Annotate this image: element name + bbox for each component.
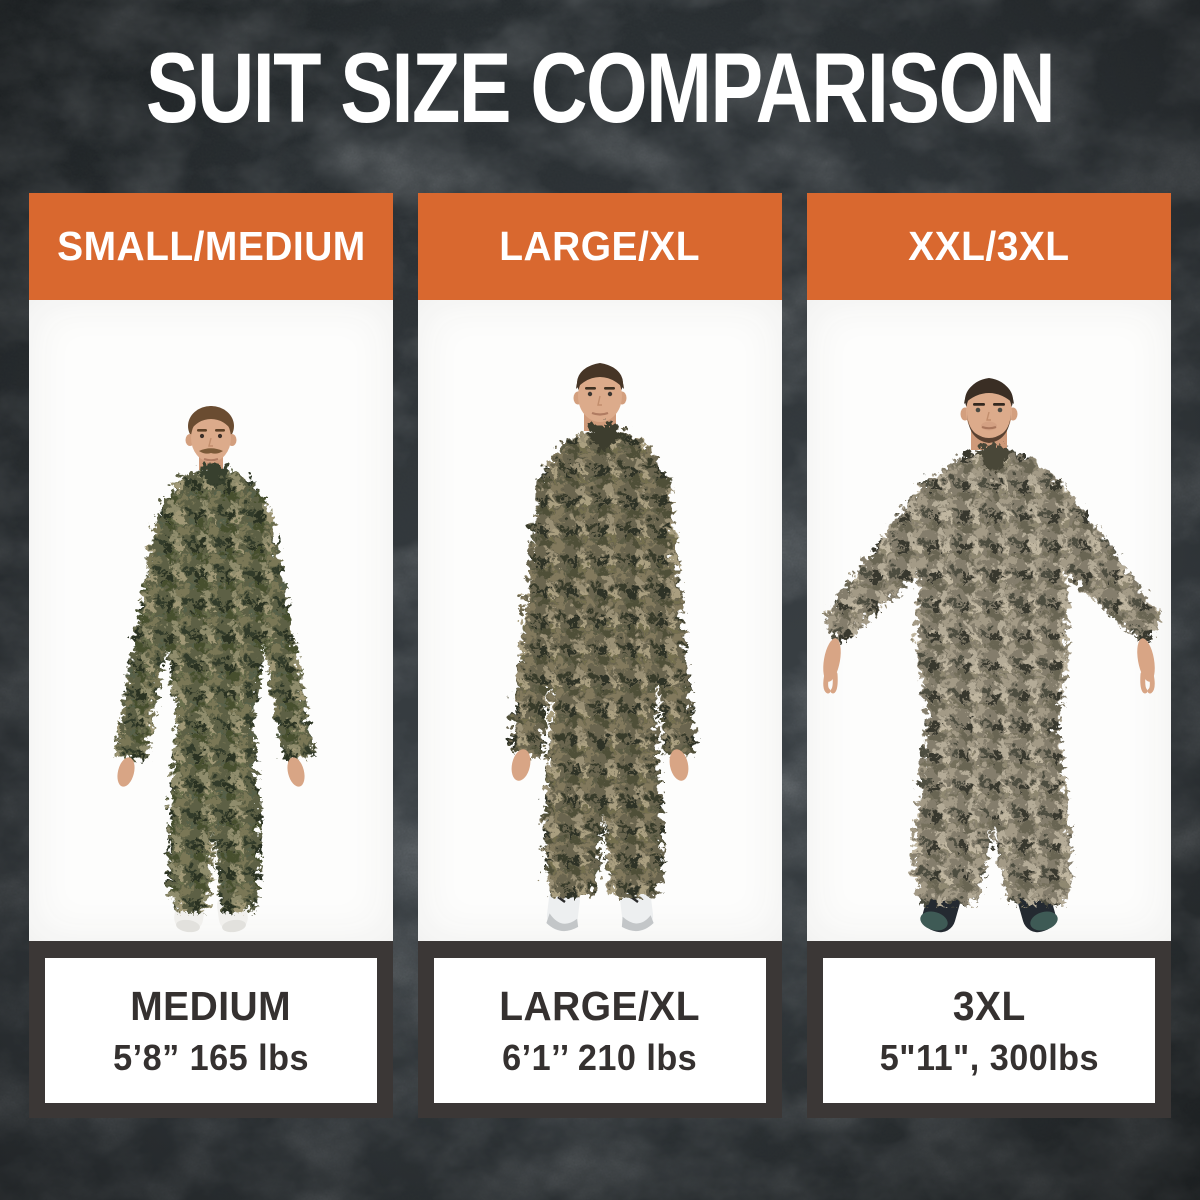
- figure-collar: [195, 460, 227, 484]
- label-frame-large-xl: LARGE/XL 6’1’’ 210 lbs: [418, 941, 782, 1118]
- column-header-label: XXL/3XL: [908, 223, 1070, 269]
- model-figure-3xl: [821, 378, 1157, 933]
- size-label: LARGE/XL: [499, 982, 701, 1029]
- figure-arm-right: [1033, 466, 1157, 638]
- figure-suit: [111, 460, 311, 908]
- figure-hands: [823, 638, 1155, 694]
- comparison-columns: SMALL/MEDIUM: [29, 193, 1171, 1118]
- figure-jacket: [162, 464, 260, 698]
- spec-label: 5"11", 300lbs: [879, 1036, 1099, 1078]
- figure-arm-left: [111, 480, 177, 757]
- figure-arm-left: [821, 466, 945, 638]
- column-header-label: LARGE/XL: [499, 223, 701, 269]
- column-xxl-3xl: XXL/3XL: [807, 193, 1171, 1118]
- model-photo-small-medium: [29, 300, 393, 941]
- model-figure-large-xl: [507, 363, 693, 932]
- size-label: 3XL: [952, 982, 1026, 1029]
- column-header-xxl-3xl: XXL/3XL: [807, 193, 1171, 300]
- figure-jacket: [535, 425, 665, 687]
- figure-head: [185, 406, 237, 470]
- figure-head: [960, 378, 1018, 450]
- label-box: LARGE/XL 6’1’’ 210 lbs: [434, 958, 766, 1103]
- label-box: 3XL 5"11", 300lbs: [823, 958, 1155, 1103]
- figure-collar: [969, 440, 1009, 468]
- label-frame-small-medium: MEDIUM 5’8” 165 lbs: [29, 941, 393, 1118]
- page-title: SUIT SIZE COMPARISON: [145, 32, 1056, 143]
- figure-socks: [546, 885, 654, 932]
- figure-suit: [507, 420, 693, 893]
- column-large-xl: LARGE/XL: [418, 193, 782, 1118]
- label-frame-xxl-3xl: 3XL 5"11", 300lbs: [807, 941, 1171, 1118]
- figure-jacket: [913, 446, 1065, 708]
- figure-pants: [910, 700, 1068, 900]
- figure-hands: [511, 749, 689, 781]
- figure-suit: [821, 440, 1157, 900]
- figure-head: [573, 363, 627, 431]
- figure-collar: [582, 420, 618, 447]
- column-header-large-xl: LARGE/XL: [418, 193, 782, 300]
- figure-arm-right: [245, 480, 311, 757]
- column-small-medium: SMALL/MEDIUM: [29, 193, 393, 1118]
- size-label: MEDIUM: [130, 982, 292, 1029]
- model-photo-large-xl: [418, 300, 782, 941]
- spec-label: 5’8” 165 lbs: [113, 1036, 309, 1078]
- spec-label: 6’1’’ 210 lbs: [502, 1036, 698, 1078]
- column-header-small-medium: SMALL/MEDIUM: [29, 193, 393, 300]
- figure-pants: [164, 690, 258, 908]
- column-header-label: SMALL/MEDIUM: [56, 223, 366, 269]
- label-box: MEDIUM 5’8” 165 lbs: [45, 958, 377, 1103]
- model-figure-medium: [111, 406, 311, 933]
- figure-hands: [117, 757, 305, 787]
- figure-pants: [539, 679, 661, 893]
- model-photo-xxl-3xl: [807, 300, 1171, 941]
